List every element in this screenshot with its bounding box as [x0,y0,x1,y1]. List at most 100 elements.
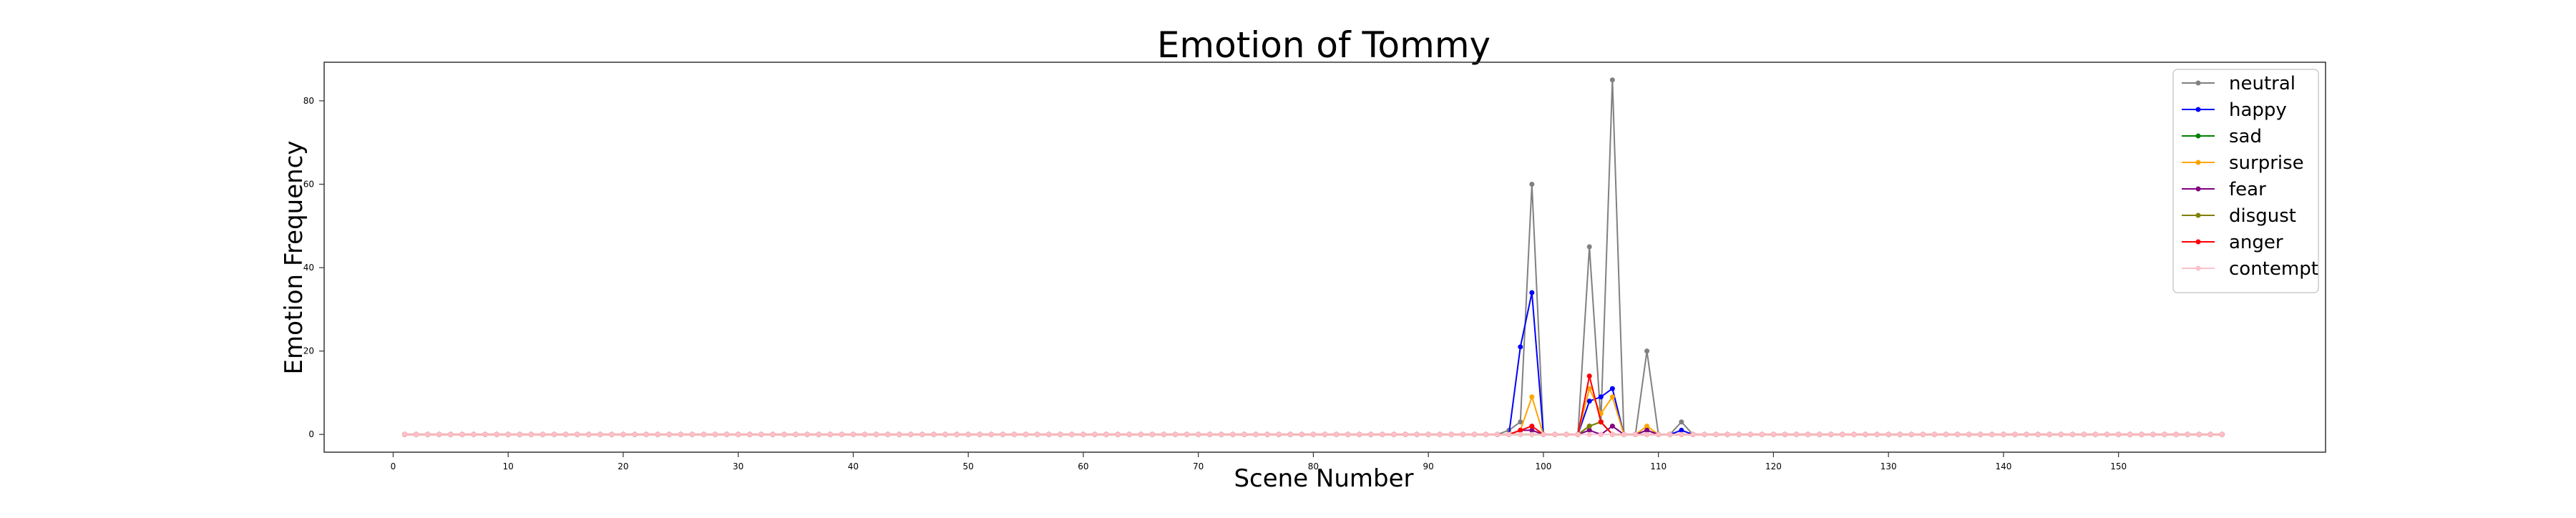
x-tick-label: 120 [1765,461,1782,471]
data-point-contempt [2081,431,2087,437]
data-point-contempt [2173,431,2179,437]
data-point-contempt [1310,431,1316,437]
data-point-contempt [1713,431,1719,437]
data-point-contempt [758,431,764,437]
y-tick-label: 80 [303,96,314,106]
data-point-happy [1586,399,1592,404]
data-point-contempt [1437,431,1443,437]
data-point-contempt [1035,431,1040,437]
data-point-contempt [666,431,672,437]
data-point-contempt [1609,431,1615,437]
data-point-contempt [2139,431,2145,437]
x-tick-label: 10 [503,461,514,471]
data-point-contempt [1495,431,1501,437]
data-point-contempt [736,431,741,437]
data-point-contempt [609,431,615,437]
data-point-contempt [1794,431,1800,437]
data-point-contempt [2035,431,2041,437]
x-axis-label: Scene Number [1234,464,1413,493]
data-point-contempt [2001,431,2006,437]
data-point-contempt [1115,431,1121,437]
data-point-neutral [1609,77,1615,83]
data-point-happy [1529,290,1535,295]
data-point-contempt [1334,431,1340,437]
legend-label-anger: anger [2229,232,2283,253]
legend-marker-disgust [2195,212,2201,218]
x-tick-label: 100 [1535,461,1551,471]
data-point-contempt [402,431,408,437]
legend-marker-sad [2195,133,2201,139]
series-surprise [402,386,2225,437]
data-point-contempt [1345,431,1351,437]
data-point-contempt [816,431,821,437]
data-point-contempt [1943,431,1949,437]
series-layer [402,77,2225,437]
data-point-fear [1529,427,1535,433]
data-point-contempt [1702,431,1707,437]
data-point-contempt [1000,431,1005,437]
data-point-contempt [1541,431,1546,437]
data-point-contempt [1219,431,1224,437]
data-point-contempt [1966,431,1972,437]
data-point-contempt [919,431,925,437]
data-point-disgust [1586,424,1592,429]
data-point-contempt [494,431,499,437]
x-tick-label: 20 [618,461,628,471]
data-point-contempt [1287,431,1293,437]
data-point-contempt [2058,431,2064,437]
x-tick-label: 150 [2110,461,2127,471]
data-point-contempt [1563,431,1569,437]
data-point-contempt [1770,431,1776,437]
x-tick-label: 30 [733,461,743,471]
data-point-contempt [1380,431,1385,437]
data-point-contempt [643,431,649,437]
data-point-contempt [505,431,511,437]
data-point-contempt [713,431,718,437]
legend-box [2172,69,2319,293]
data-point-contempt [563,431,569,437]
data-point-contempt [804,431,810,437]
data-point-contempt [1299,431,1304,437]
data-point-contempt [528,431,534,437]
data-point-surprise [1644,424,1650,429]
data-point-contempt [1874,431,1880,437]
data-point-contempt [1173,431,1179,437]
data-point-contempt [2127,431,2133,437]
data-point-contempt [942,431,948,437]
x-axis-ticks: 0 10 20 30 40 50 60 70 80 90 100 110 120 130 140 150 [391,452,2127,471]
data-point-contempt [1978,431,1984,437]
data-point-contempt [793,431,799,437]
data-point-contempt [885,431,891,437]
data-point-contempt [1046,431,1052,437]
data-point-contempt [597,431,603,437]
data-point-contempt [2162,431,2167,437]
data-point-contempt [1656,431,1662,437]
series-neutral [402,77,2225,437]
x-tick-label: 0 [391,461,396,471]
data-point-contempt [1138,431,1143,437]
data-point-happy [1609,386,1615,391]
data-point-contempt [1357,431,1362,437]
data-point-contempt [1840,431,1845,437]
data-point-contempt [2024,431,2029,437]
data-point-contempt [1207,431,1213,437]
legend-marker-fear [2195,186,2201,192]
data-point-contempt [1161,431,1166,437]
data-point-contempt [1598,431,1604,437]
data-point-contempt [1736,431,1742,437]
y-tick-label: 60 [303,179,314,189]
data-point-neutral [1644,348,1650,354]
data-point-contempt [1391,431,1397,437]
data-point-contempt [414,431,419,437]
x-tick-label: 110 [1650,461,1667,471]
data-point-contempt [540,431,545,437]
data-point-contempt [931,431,937,437]
data-point-contempt [1011,431,1017,437]
data-point-anger [1586,373,1592,379]
data-point-contempt [632,431,638,437]
data-point-contempt [1253,431,1259,437]
data-point-contempt [701,431,706,437]
x-tick-label: 50 [963,461,974,471]
data-point-anger [1598,419,1604,425]
data-point-contempt [482,431,488,437]
